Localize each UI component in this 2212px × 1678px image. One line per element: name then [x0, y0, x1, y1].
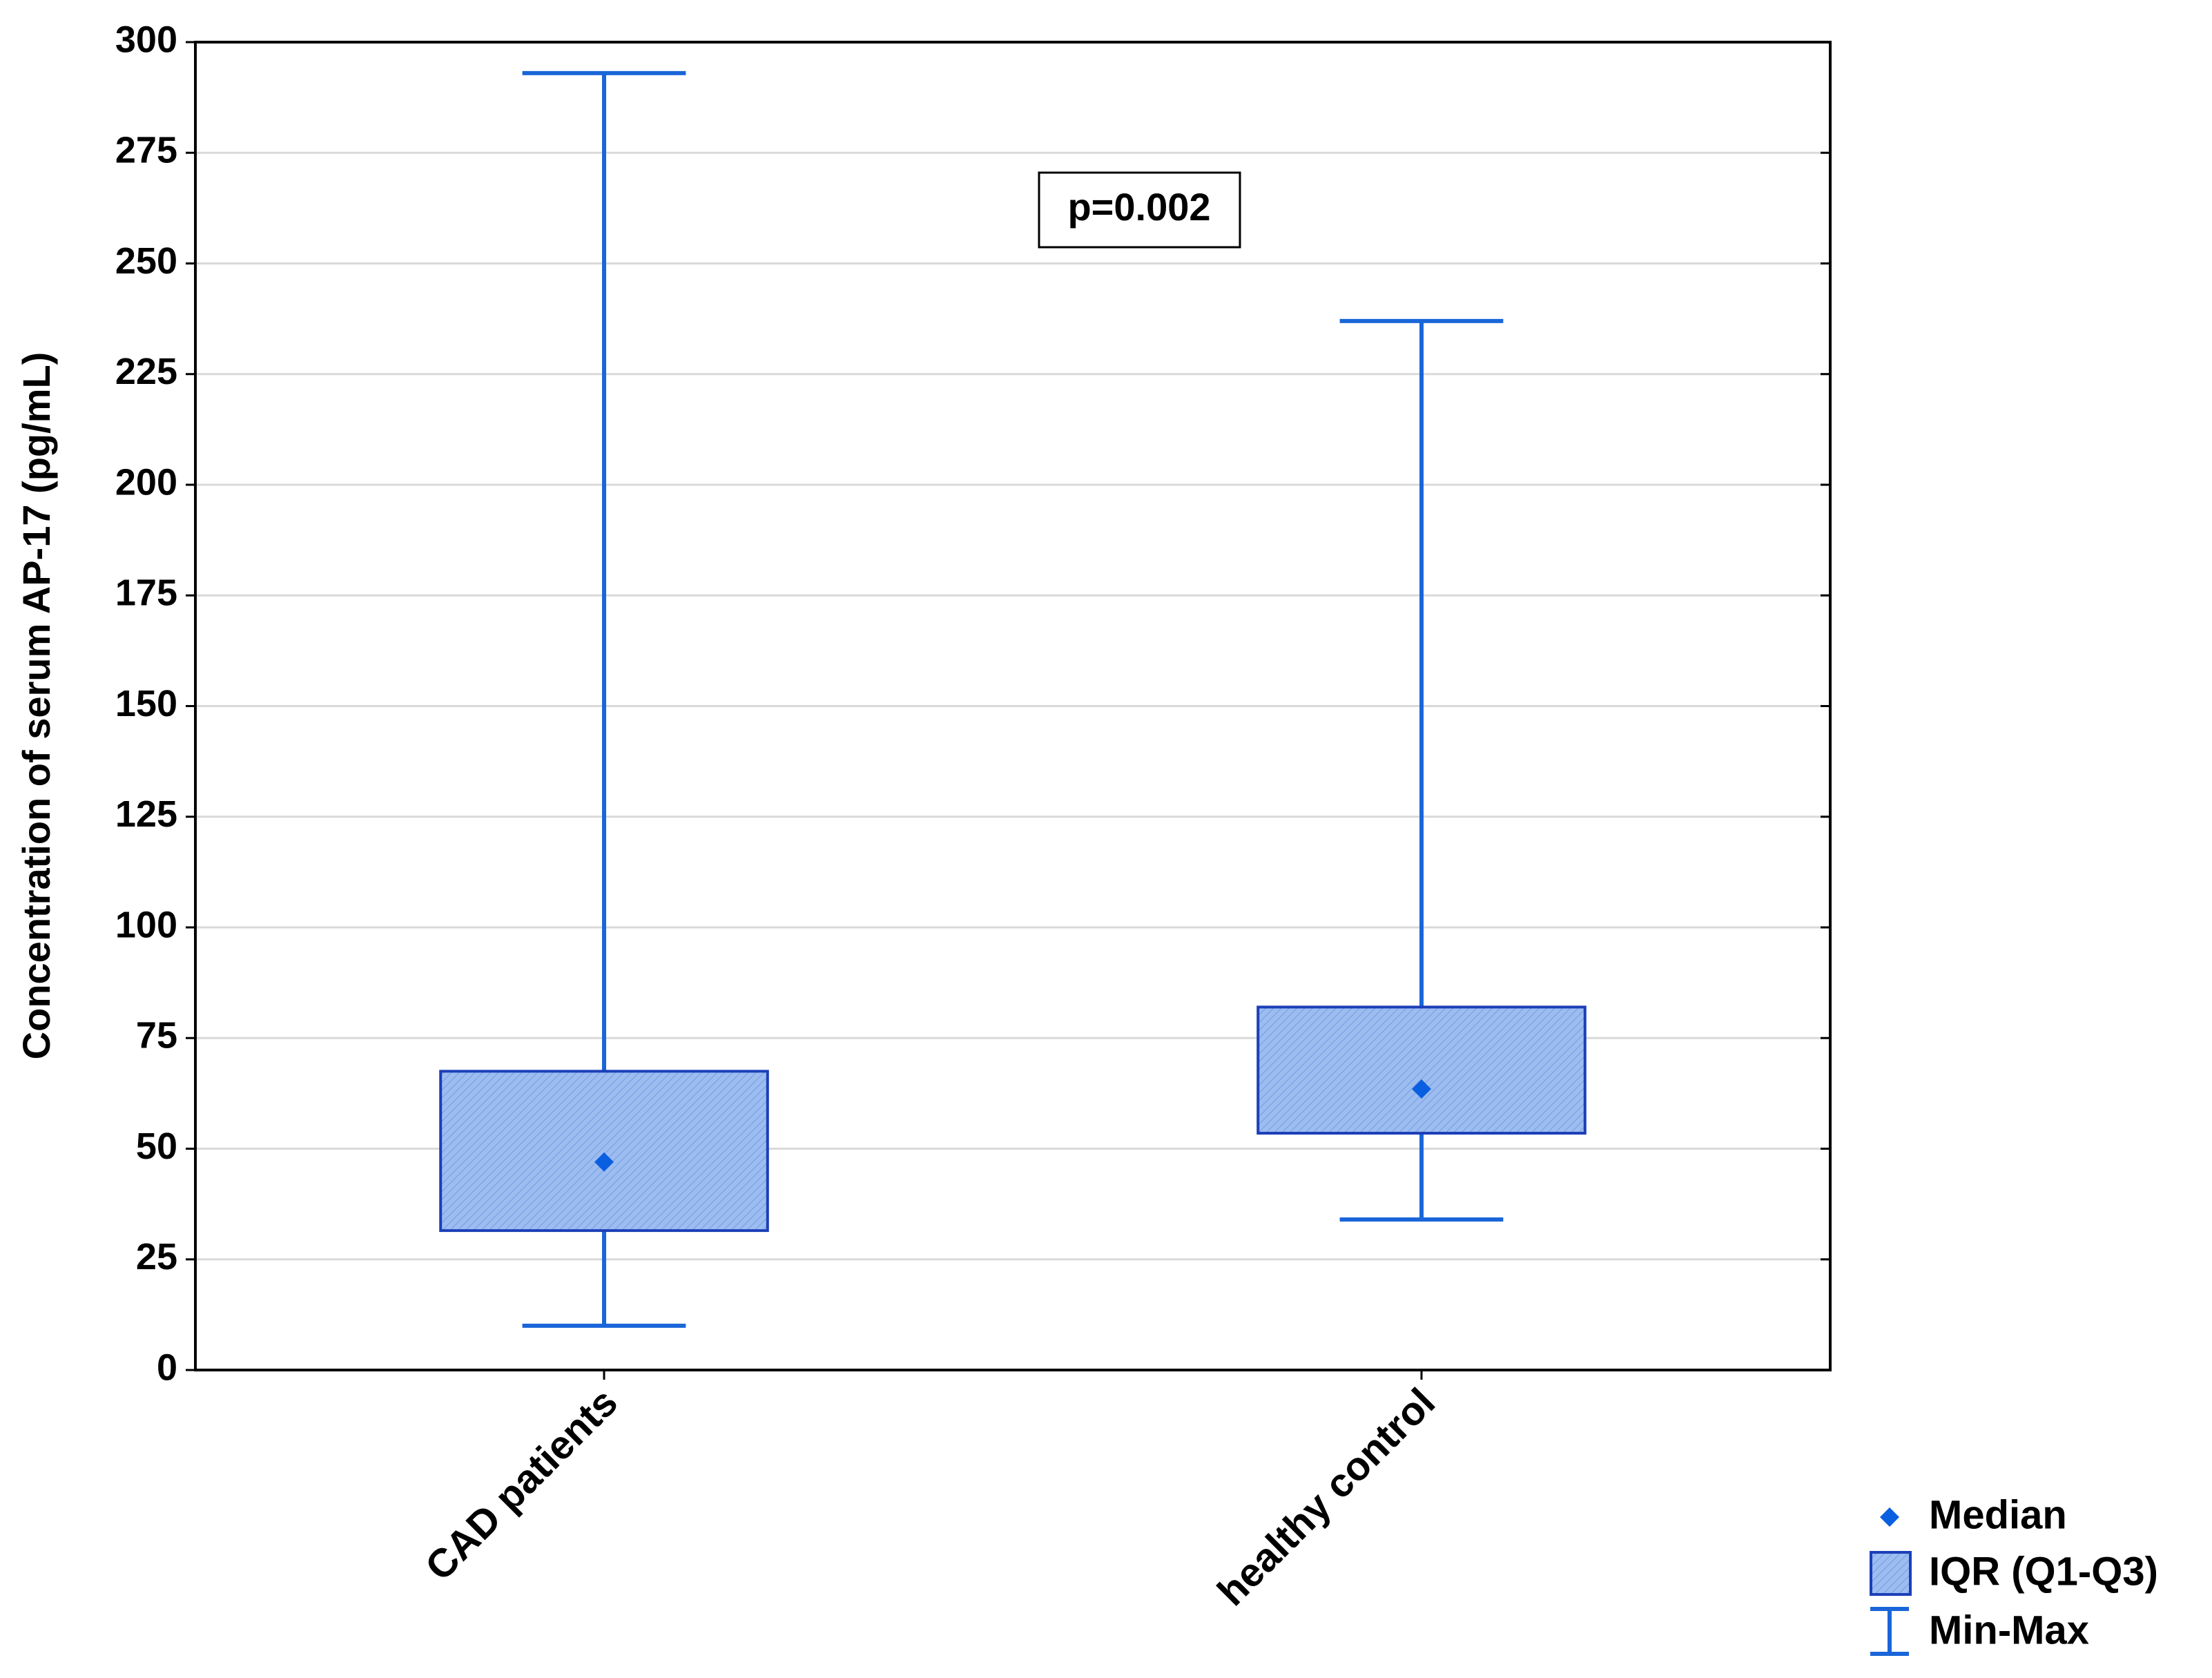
y-tick-label: 25: [136, 1236, 177, 1277]
y-tick-label: 75: [136, 1015, 177, 1057]
median-marker: [594, 1152, 614, 1172]
legend-iqr: IQR (Q1-Q3): [1929, 1549, 2158, 1594]
y-tick-label: 0: [157, 1347, 177, 1388]
iqr-box: [439, 1070, 769, 1233]
plot-frame: [194, 41, 1832, 1371]
y-tick-label: 275: [115, 130, 177, 171]
y-tick-label: 100: [115, 904, 177, 945]
legend-range-icon: [1870, 1607, 1909, 1656]
y-tick-label: 175: [115, 572, 177, 614]
median-marker: [1412, 1079, 1431, 1099]
annotation-box: [1038, 171, 1241, 249]
x-tick-label: healthy control: [1209, 1380, 1444, 1614]
x-tick-label: CAD patients: [417, 1380, 626, 1589]
y-axis-label: Concentration of serum AP-17 (pg/mL): [14, 352, 58, 1060]
y-tick-label: 250: [115, 240, 177, 282]
annotation: p=0.002: [1067, 185, 1210, 229]
y-tick-label: 300: [115, 19, 177, 60]
y-tick-label: 225: [115, 351, 177, 392]
y-tick-label: 150: [115, 683, 177, 724]
y-tick-label: 200: [115, 461, 177, 503]
legend-median-marker: [1880, 1507, 1899, 1527]
iqr-box: [1257, 1005, 1587, 1135]
y-tick-label: 125: [115, 793, 177, 835]
legend-iqr-swatch: [1870, 1551, 1912, 1596]
legend-median: Median: [1929, 1492, 2067, 1537]
legend-range: Min-Max: [1929, 1608, 2089, 1652]
y-tick-label: 50: [136, 1126, 177, 1167]
